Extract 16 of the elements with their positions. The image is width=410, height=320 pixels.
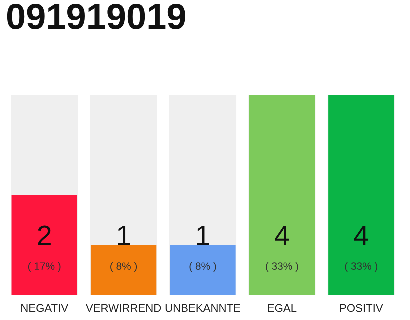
data-label: 2 xyxy=(38,226,51,246)
annotation: ( 33% ) xyxy=(345,262,378,272)
x-tick-label: UNBEKANNTE xyxy=(166,304,240,312)
annotation: ( 8% ) xyxy=(190,262,216,272)
annotation: ( 33% ) xyxy=(266,262,298,272)
annotation: ( 17% ) xyxy=(28,262,61,272)
x-tick-label: EGAL xyxy=(268,304,297,312)
data-label: 4 xyxy=(275,226,290,246)
x-tick-label: VERWIRREND xyxy=(86,304,162,312)
data-label: 1 xyxy=(118,226,130,246)
chart-title: 091919019 xyxy=(7,4,186,30)
x-tick-label: POSITIV xyxy=(340,304,384,312)
x-tick-label: NEGATIV xyxy=(22,304,69,312)
data-label: 4 xyxy=(354,226,368,246)
annotation: ( 8% ) xyxy=(110,262,138,272)
data-label: 1 xyxy=(197,226,210,246)
